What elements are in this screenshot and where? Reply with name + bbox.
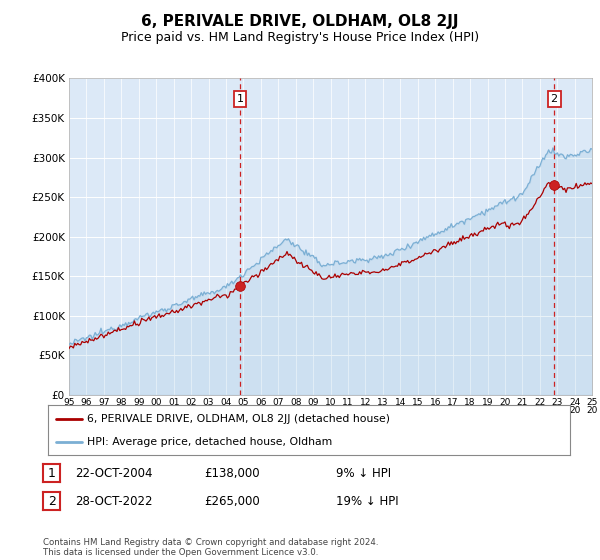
Text: 6, PERIVALE DRIVE, OLDHAM, OL8 2JJ: 6, PERIVALE DRIVE, OLDHAM, OL8 2JJ <box>141 14 459 29</box>
Text: 2: 2 <box>47 494 56 508</box>
Text: £265,000: £265,000 <box>204 494 260 508</box>
Text: 1: 1 <box>236 94 244 104</box>
Text: 1: 1 <box>47 466 56 480</box>
Text: Contains HM Land Registry data © Crown copyright and database right 2024.
This d: Contains HM Land Registry data © Crown c… <box>43 538 379 557</box>
Text: 2: 2 <box>551 94 558 104</box>
Text: 28-OCT-2022: 28-OCT-2022 <box>75 494 152 508</box>
Text: 9% ↓ HPI: 9% ↓ HPI <box>336 466 391 480</box>
Text: HPI: Average price, detached house, Oldham: HPI: Average price, detached house, Oldh… <box>87 437 332 447</box>
Text: Price paid vs. HM Land Registry's House Price Index (HPI): Price paid vs. HM Land Registry's House … <box>121 31 479 44</box>
Text: 22-OCT-2004: 22-OCT-2004 <box>75 466 152 480</box>
Text: £138,000: £138,000 <box>204 466 260 480</box>
Text: 6, PERIVALE DRIVE, OLDHAM, OL8 2JJ (detached house): 6, PERIVALE DRIVE, OLDHAM, OL8 2JJ (deta… <box>87 414 390 424</box>
Text: 19% ↓ HPI: 19% ↓ HPI <box>336 494 398 508</box>
